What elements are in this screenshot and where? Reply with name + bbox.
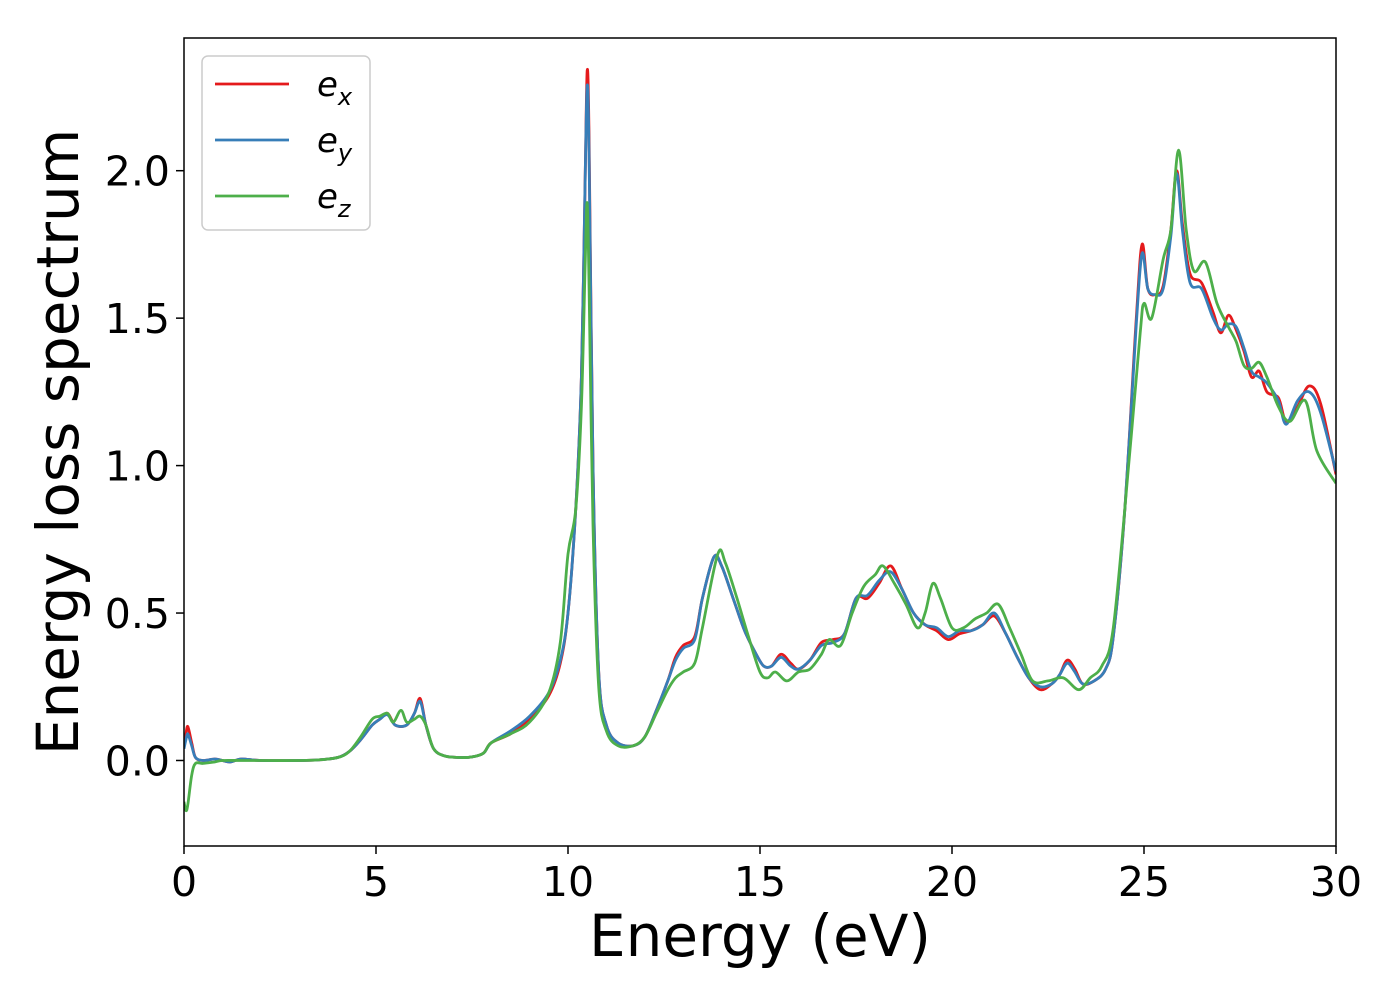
x-axis-ticks: 0 5 10 15 20 25 30 <box>171 846 1362 906</box>
x-tick-label: 10 <box>542 858 594 906</box>
series-layer <box>184 67 1336 813</box>
x-tick-label: 20 <box>926 858 978 906</box>
legend-label-ex: ex <box>317 65 353 111</box>
x-tick-label: 0 <box>171 858 197 906</box>
y-tick-label: 1.0 <box>105 443 170 491</box>
x-tick-label: 30 <box>1310 858 1362 906</box>
y-tick-label: 1.5 <box>105 295 170 343</box>
y-tick-label: 2.0 <box>105 148 170 196</box>
legend-label-ey: ey <box>317 121 353 167</box>
x-tick-label: 15 <box>734 858 786 906</box>
y-tick-label: 0.0 <box>105 737 170 785</box>
legend: ex ey ez <box>201 55 371 231</box>
legend-box <box>201 55 371 231</box>
y-tick-label: 0.5 <box>105 590 170 638</box>
x-tick-label: 25 <box>1118 858 1170 906</box>
x-tick-label: 5 <box>363 858 389 906</box>
legend-label-ez: ez <box>317 177 352 223</box>
y-axis-label: Energy loss spectrum <box>24 129 92 755</box>
series-line-ez <box>184 148 1336 813</box>
y-axis-ticks: 0.0 0.5 1.0 1.5 2.0 <box>105 148 184 785</box>
x-axis-label: Energy (eV) <box>589 902 931 970</box>
